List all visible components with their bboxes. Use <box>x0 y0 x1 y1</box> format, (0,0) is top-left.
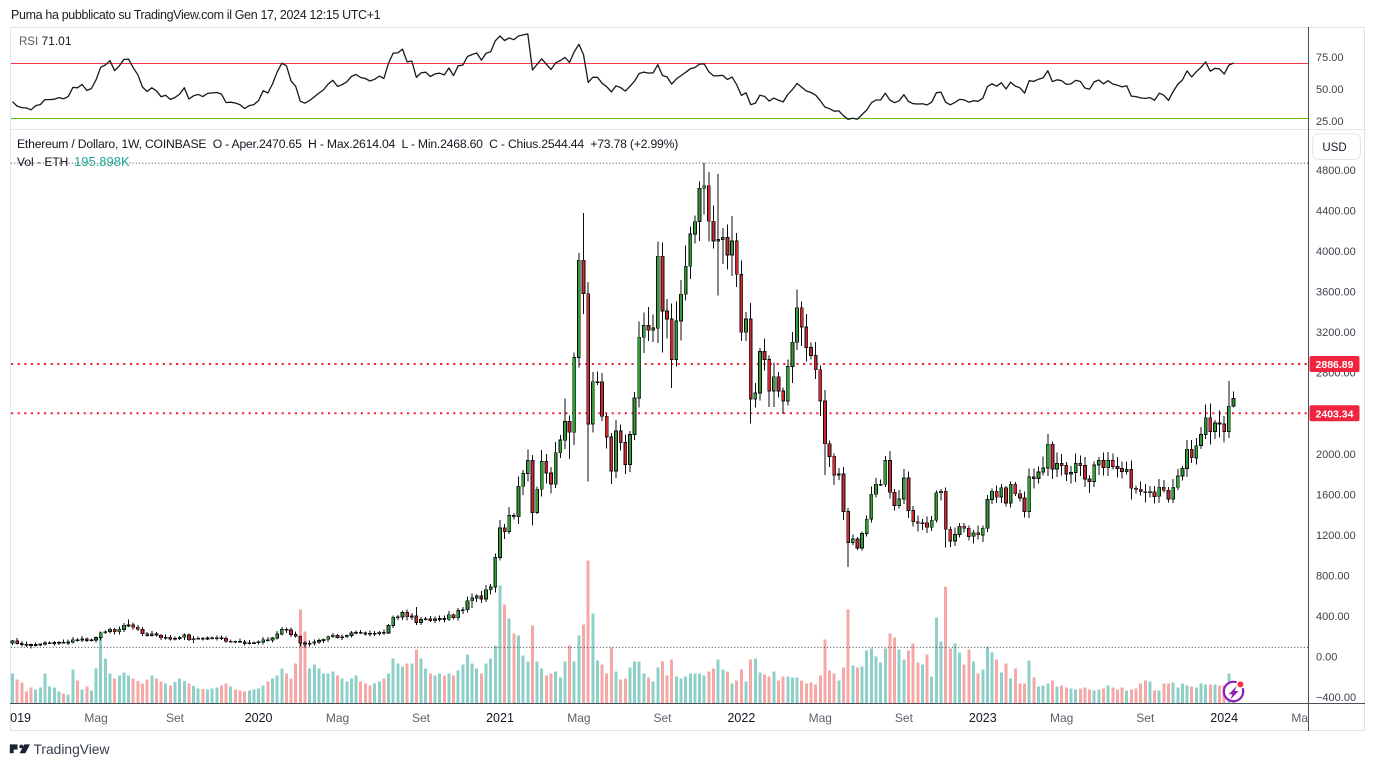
svg-text:2886.89: 2886.89 <box>1316 359 1354 371</box>
svg-text:1600.00: 1600.00 <box>1316 489 1356 501</box>
svg-text:Mag: Mag <box>326 711 349 725</box>
svg-text:Set: Set <box>412 711 431 725</box>
svg-text:1200.00: 1200.00 <box>1316 530 1356 542</box>
svg-text:Mag: Mag <box>567 711 590 725</box>
svg-text:2019: 2019 <box>3 711 31 725</box>
svg-text:800.00: 800.00 <box>1316 570 1350 582</box>
svg-text:Ethereum / Dollaro, 1W, COINBA: Ethereum / Dollaro, 1W, COINBASE O - Ape… <box>17 137 678 151</box>
svg-text:195.898K: 195.898K <box>74 154 130 169</box>
svg-text:2023: 2023 <box>969 711 997 725</box>
svg-text:Mag: Mag <box>809 711 832 725</box>
svg-text:2403.34: 2403.34 <box>1316 409 1354 421</box>
svg-text:4000.00: 4000.00 <box>1316 246 1356 258</box>
svg-text:Mag: Mag <box>1291 711 1314 725</box>
svg-text:RSI: RSI <box>19 36 38 48</box>
svg-text:4400.00: 4400.00 <box>1316 206 1356 218</box>
svg-text:4800.00: 4800.00 <box>1316 165 1356 177</box>
svg-text:Set: Set <box>166 711 185 725</box>
svg-text:2024: 2024 <box>1210 711 1238 725</box>
svg-text:Set: Set <box>1136 711 1155 725</box>
svg-text:71.01: 71.01 <box>42 34 72 48</box>
svg-text:2021: 2021 <box>486 711 514 725</box>
svg-text:Mag: Mag <box>84 711 107 725</box>
svg-text:2022: 2022 <box>727 711 755 725</box>
svg-text:2000.00: 2000.00 <box>1316 449 1356 461</box>
svg-text:0.00: 0.00 <box>1316 652 1337 664</box>
svg-text:Set: Set <box>895 711 914 725</box>
svg-text:TradingView: TradingView <box>34 742 110 757</box>
svg-text:3600.00: 3600.00 <box>1316 287 1356 299</box>
svg-text:50.00: 50.00 <box>1316 84 1344 96</box>
svg-text:USD: USD <box>1322 142 1346 154</box>
svg-text:Mag: Mag <box>1050 711 1073 725</box>
svg-text:−400.00: −400.00 <box>1316 692 1356 704</box>
svg-text:75.00: 75.00 <box>1316 52 1344 64</box>
svg-text:Vol · ETH: Vol · ETH <box>17 155 68 169</box>
svg-text:400.00: 400.00 <box>1316 611 1350 623</box>
svg-text:3200.00: 3200.00 <box>1316 327 1356 339</box>
svg-text:25.00: 25.00 <box>1316 116 1344 128</box>
svg-text:Set: Set <box>653 711 672 725</box>
svg-text:2020: 2020 <box>245 711 273 725</box>
svg-text:Puma ha pubblicato su TradingV: Puma ha pubblicato su TradingView.com il… <box>11 8 381 22</box>
